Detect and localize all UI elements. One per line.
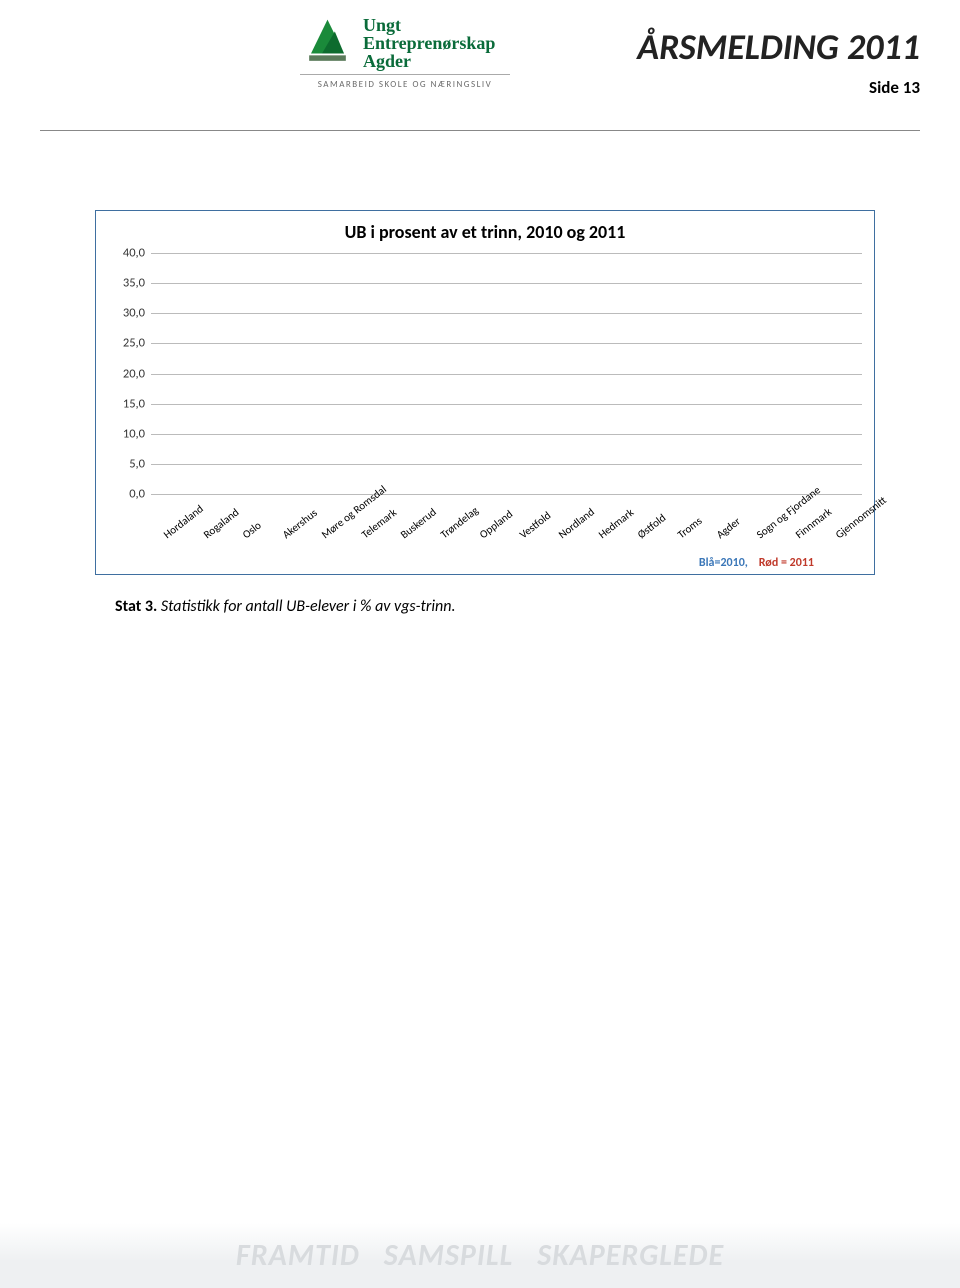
y-tick-label: 30,0 <box>109 306 145 321</box>
bar-chart: UB i prosent av et trinn, 2010 og 2011 0… <box>95 210 875 575</box>
legend-red: Rød = 2011 <box>759 556 814 570</box>
header-rule <box>40 130 920 131</box>
y-tick-label: 5,0 <box>109 456 145 471</box>
page-title: ÅRSMELDING 2011 <box>637 25 920 69</box>
logo-line3: Agder <box>363 52 495 70</box>
footer-word-3: SKAPERGLEDE <box>537 1237 724 1274</box>
legend-blue: Blå=2010, <box>699 556 748 570</box>
footer-word-1: FRAMTID <box>236 1237 360 1274</box>
bars-row <box>151 253 862 494</box>
page-header: Ungt Entreprenørskap Agder SAMARBEID SKO… <box>0 0 960 135</box>
plot-area: 0,05,010,015,020,025,030,035,040,0 <box>151 253 862 494</box>
chart-title: UB i prosent av et trinn, 2010 og 2011 <box>96 211 874 243</box>
logo-subtitle: SAMARBEID SKOLE OG NÆRINGSLIV <box>300 74 510 90</box>
y-tick-label: 0,0 <box>109 487 145 502</box>
y-tick-label: 25,0 <box>109 336 145 351</box>
page-number: Side 13 <box>637 77 920 98</box>
logo-icon <box>300 15 355 70</box>
footer-word-2: SAMSPILL <box>384 1237 514 1274</box>
caption-text: Statistikk for antall UB-elever i % av v… <box>161 597 456 616</box>
logo-line1: Ungt <box>363 16 495 34</box>
logo-block: Ungt Entreprenørskap Agder SAMARBEID SKO… <box>300 15 510 90</box>
caption-label: Stat 3. <box>115 597 157 616</box>
y-tick-label: 15,0 <box>109 396 145 411</box>
logo-line2: Entreprenørskap <box>363 34 495 52</box>
y-tick-label: 20,0 <box>109 366 145 381</box>
page-footer: FRAMTID SAMSPILL SKAPERGLEDE <box>0 1223 960 1288</box>
logo-text: Ungt Entreprenørskap Agder <box>363 16 495 70</box>
chart-legend: Blå=2010, Rød = 2011 <box>699 556 814 570</box>
title-block: ÅRSMELDING 2011 Side 13 <box>637 25 920 98</box>
chart-caption: Stat 3. Statistikk for antall UB-elever … <box>115 597 456 616</box>
y-tick-label: 40,0 <box>109 246 145 261</box>
gridline <box>151 494 862 495</box>
y-tick-label: 35,0 <box>109 276 145 291</box>
y-tick-label: 10,0 <box>109 426 145 441</box>
